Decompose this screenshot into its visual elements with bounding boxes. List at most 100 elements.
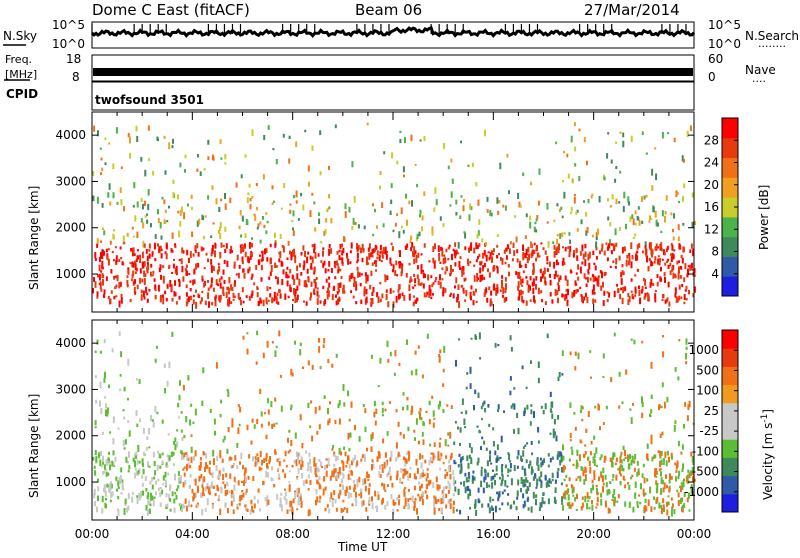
range-cell (150, 263, 153, 268)
range-cell (619, 131, 622, 134)
range-cell (551, 478, 554, 482)
range-cell (466, 455, 469, 462)
range-cell (235, 182, 238, 188)
range-cell (677, 224, 680, 231)
range-cell (268, 276, 271, 280)
range-cell (358, 476, 361, 483)
range-cell (594, 299, 597, 303)
range-cell (271, 202, 274, 205)
range-cell (461, 398, 464, 405)
range-cell (576, 289, 579, 293)
range-cell (573, 122, 576, 127)
range-cell (603, 176, 606, 181)
range-cell (313, 457, 316, 461)
range-cell (646, 478, 649, 482)
range-cell (603, 290, 606, 296)
range-cell (583, 273, 586, 279)
range-cell (311, 244, 314, 248)
range-cell (210, 252, 213, 257)
range-cell (94, 375, 97, 379)
range-cell (672, 228, 674, 233)
range-cell (577, 276, 580, 281)
range-cell (310, 263, 313, 268)
range-cell (143, 296, 146, 300)
range-cell (179, 380, 181, 386)
colorbar-segment (722, 348, 738, 367)
range-cell (344, 203, 347, 210)
range-cell (462, 290, 465, 294)
range-cell (327, 359, 330, 364)
range-cell (278, 457, 281, 460)
range-cell (224, 490, 227, 497)
range-cell (529, 215, 532, 221)
range-cell (438, 484, 441, 489)
range-cell (522, 253, 525, 261)
range-cell (666, 396, 669, 403)
range-cell (154, 288, 157, 292)
range-cell (586, 227, 589, 234)
range-cell (385, 253, 388, 260)
range-cell (461, 269, 464, 274)
range-cell (499, 257, 502, 261)
range-cell (215, 362, 218, 369)
range-cell (429, 479, 432, 485)
range-cell (226, 448, 229, 454)
range-cell (459, 256, 462, 260)
range-cell (497, 497, 500, 502)
range-cell (381, 250, 384, 257)
range-cell (441, 247, 444, 251)
range-cell (398, 362, 401, 366)
range-cell (499, 162, 502, 170)
range-cell (302, 204, 305, 211)
range-cell (306, 268, 309, 274)
range-cell (210, 277, 213, 284)
range-cell (673, 249, 676, 252)
range-cell (384, 274, 387, 277)
range-cell (570, 270, 573, 274)
range-cell (667, 501, 670, 506)
range-cell (214, 296, 217, 300)
range-cell (294, 296, 297, 303)
range-cell (316, 287, 319, 290)
range-cell (496, 457, 498, 463)
range-cell (328, 508, 331, 514)
range-cell (337, 266, 340, 272)
range-cell (371, 432, 374, 439)
range-cell (297, 467, 300, 474)
range-cell (207, 195, 210, 200)
range-cell (439, 400, 441, 407)
range-cell (662, 504, 665, 511)
range-cell (169, 485, 171, 491)
range-cell (335, 300, 338, 306)
range-cell (664, 215, 666, 223)
range-cell (434, 260, 437, 263)
range-cell (309, 479, 312, 485)
x-tick-label: 12:00 (376, 527, 411, 541)
range-cell (99, 147, 102, 150)
range-cell (461, 274, 464, 277)
range-cell (115, 127, 118, 134)
range-cell (212, 485, 215, 489)
range-cell (661, 298, 664, 302)
range-cell (370, 434, 373, 441)
range-cell (229, 197, 232, 204)
range-cell (237, 272, 240, 279)
range-cell (406, 470, 409, 475)
range-cell (687, 265, 690, 268)
range-cell (567, 173, 570, 179)
range-cell (542, 247, 545, 251)
range-cell (382, 223, 385, 228)
colorbar-segment (722, 402, 738, 422)
range-cell (340, 508, 343, 513)
range-cell (339, 489, 342, 495)
range-cell (542, 492, 545, 496)
range-cell (294, 340, 296, 345)
range-cell (374, 490, 377, 497)
range-cell (379, 298, 382, 303)
range-cell (670, 509, 673, 517)
range-cell (559, 275, 562, 280)
range-cell (114, 246, 117, 249)
range-cell (200, 297, 203, 302)
range-cell (587, 499, 590, 502)
range-cell (468, 454, 471, 459)
